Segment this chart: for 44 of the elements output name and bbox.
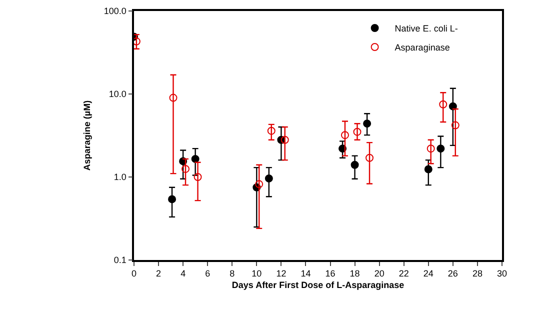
point	[264, 174, 273, 182]
point	[424, 165, 432, 174]
point	[350, 160, 359, 169]
y-tick-label: 1.0	[114, 172, 126, 182]
x-tick-label: 30	[496, 268, 508, 279]
point	[426, 144, 435, 153]
x-tick-label: 18	[350, 268, 360, 279]
point	[366, 154, 374, 162]
x-tick-label: 24	[423, 268, 434, 279]
x-tick-label: 16	[325, 268, 336, 279]
point	[255, 180, 264, 188]
point	[439, 100, 448, 108]
x-axis-title: Days After First Dose of L-Asparaginase	[232, 280, 404, 290]
x-tick-label: 2	[156, 268, 162, 279]
point	[363, 120, 372, 128]
y-tick-label: 0.1	[114, 255, 126, 266]
point	[194, 173, 202, 181]
point	[448, 102, 457, 110]
x-tick-label: 0	[131, 268, 137, 279]
x-tick-label: 8	[230, 268, 235, 279]
point	[168, 195, 176, 204]
x-tick-label: 22	[398, 268, 409, 279]
x-tick-label: 20	[374, 268, 384, 279]
legend-label: Asparaginase	[394, 42, 450, 52]
legend-label: Native E. coli L-	[394, 24, 458, 34]
point	[451, 121, 460, 130]
point	[182, 164, 190, 173]
point	[340, 131, 349, 140]
point	[191, 154, 200, 163]
point	[280, 136, 289, 144]
point	[169, 94, 178, 102]
x-tick-label: 14	[300, 268, 311, 279]
x-tick-label: 12	[276, 268, 286, 279]
y-axis-title: Asparagine (µM)	[82, 100, 92, 171]
y-tick-label: 100.0	[104, 6, 126, 16]
y-tick-label: 10.0	[108, 89, 126, 100]
point	[267, 126, 276, 135]
x-tick-label: 26	[448, 268, 458, 279]
x-tick-label: 4	[180, 268, 186, 279]
point	[353, 128, 362, 136]
x-tick-label: 28	[472, 268, 482, 279]
x-tick-label: 6	[205, 268, 210, 279]
point	[436, 144, 445, 153]
x-tick-label: 10	[252, 268, 262, 279]
